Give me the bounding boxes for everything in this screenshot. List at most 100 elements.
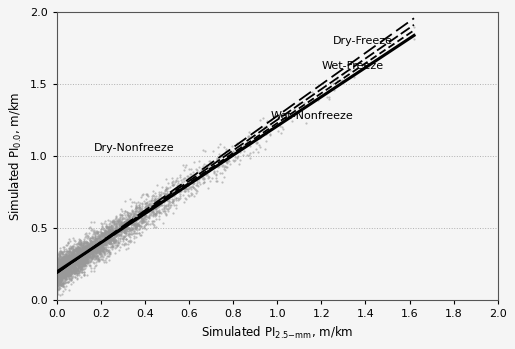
Point [65, 258, 74, 263]
Point [69, 259, 77, 265]
Point [84, 251, 92, 257]
Point [95, 228, 104, 234]
Point [88, 250, 96, 255]
Point [78, 244, 87, 250]
Point [78, 255, 86, 261]
Point [108, 241, 116, 247]
Point [149, 206, 157, 212]
Point [148, 195, 156, 200]
Point [53, 262, 61, 268]
Point [109, 227, 117, 232]
Point [113, 227, 122, 232]
Point [55, 273, 63, 278]
Point [64, 250, 72, 255]
Point [131, 215, 139, 221]
Point [71, 252, 79, 257]
Point [57, 258, 65, 263]
Point [160, 196, 168, 201]
Point [60, 253, 68, 259]
Point [231, 154, 239, 160]
Point [94, 248, 102, 254]
Point [230, 158, 238, 164]
Point [54, 266, 62, 272]
Point [83, 254, 92, 260]
Point [153, 208, 161, 214]
Point [206, 178, 214, 184]
Point [81, 260, 89, 266]
Point [55, 276, 63, 282]
Point [410, 31, 418, 36]
Point [77, 247, 85, 253]
Point [61, 266, 70, 271]
Point [108, 236, 116, 242]
Point [174, 197, 182, 202]
Point [71, 254, 79, 260]
Point [253, 139, 262, 145]
Point [57, 270, 65, 276]
Point [61, 261, 70, 267]
Point [90, 241, 98, 246]
Point [69, 263, 77, 269]
Point [76, 260, 84, 266]
Point [147, 208, 155, 214]
Point [97, 227, 105, 232]
Point [55, 273, 63, 279]
Point [64, 248, 72, 253]
Point [145, 207, 153, 213]
Point [121, 208, 129, 214]
Point [54, 280, 62, 286]
Point [104, 231, 112, 236]
Point [117, 222, 126, 227]
Point [77, 250, 85, 255]
Point [82, 247, 91, 253]
Point [82, 248, 90, 254]
Point [73, 262, 81, 268]
Point [93, 240, 101, 246]
Point [126, 237, 134, 243]
Point [61, 267, 69, 273]
Point [131, 223, 139, 228]
Point [73, 255, 81, 261]
Point [93, 249, 101, 254]
Point [122, 236, 130, 242]
Point [81, 244, 90, 250]
Point [58, 262, 66, 268]
Point [105, 235, 113, 240]
Point [138, 201, 146, 207]
Point [56, 252, 64, 258]
Point [61, 275, 70, 281]
Point [60, 265, 68, 271]
Point [64, 266, 73, 271]
Point [68, 257, 76, 262]
Point [104, 225, 112, 231]
Point [131, 211, 139, 217]
Point [87, 245, 95, 250]
Point [129, 233, 138, 239]
Point [73, 276, 81, 281]
Point [75, 270, 83, 276]
Point [116, 228, 124, 234]
Point [131, 234, 140, 240]
Point [54, 266, 62, 272]
Point [54, 260, 62, 266]
Point [56, 263, 64, 269]
Point [98, 243, 107, 248]
Point [54, 283, 62, 289]
Point [91, 250, 99, 255]
Point [161, 188, 169, 193]
Point [61, 263, 70, 268]
Point [58, 258, 66, 264]
Point [56, 268, 64, 273]
Point [54, 272, 62, 277]
Point [173, 175, 181, 181]
Point [127, 203, 135, 208]
Point [77, 258, 85, 263]
Point [98, 238, 106, 243]
Point [70, 266, 78, 272]
Point [85, 245, 94, 251]
Point [53, 261, 61, 266]
Point [58, 273, 66, 279]
Point [89, 228, 97, 234]
Point [88, 238, 96, 244]
Point [70, 263, 78, 269]
